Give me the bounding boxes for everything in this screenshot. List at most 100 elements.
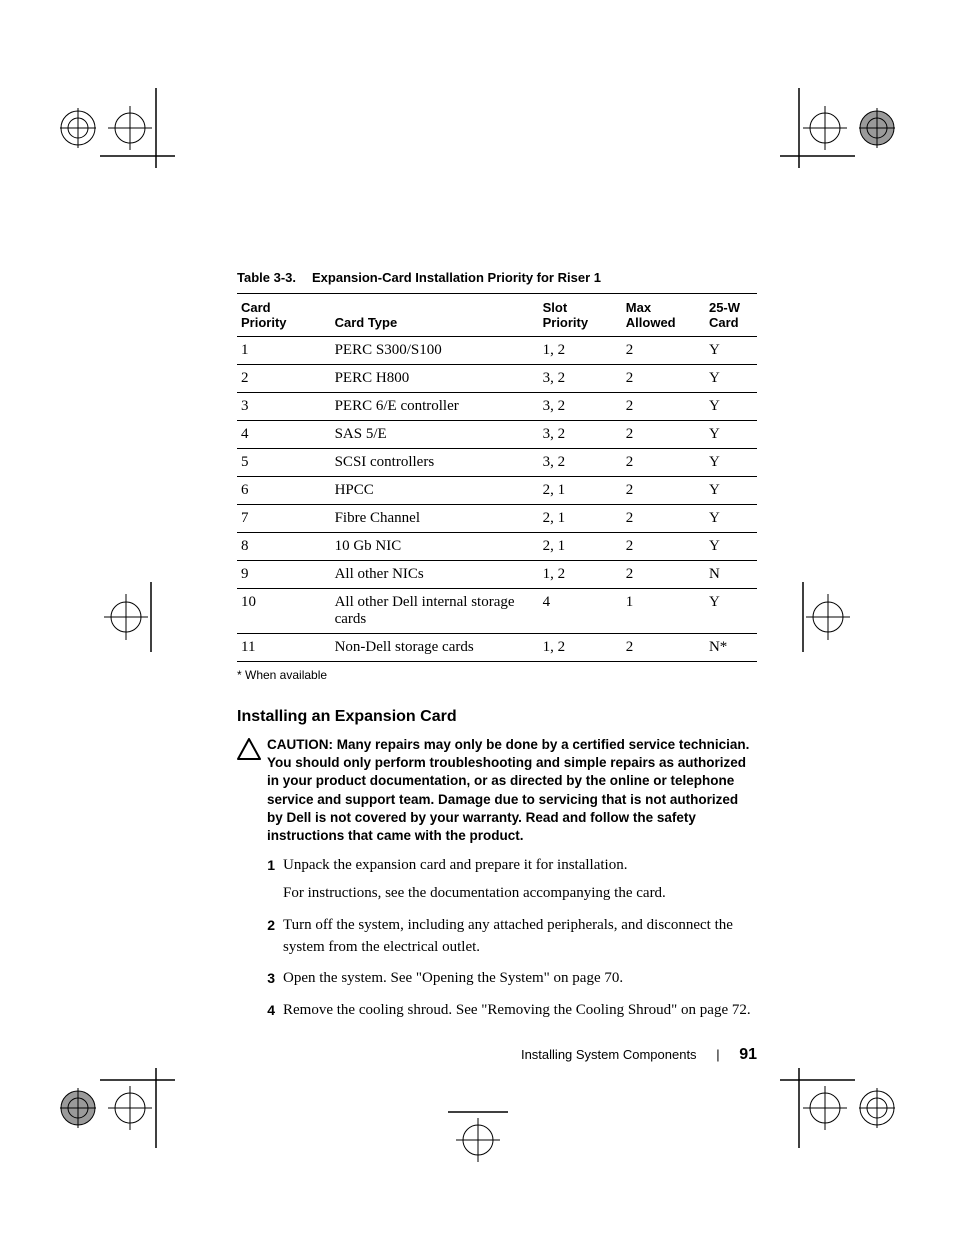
cell-card_type: PERC H800 — [331, 365, 539, 393]
table-row: 6HPCC2, 12Y — [237, 477, 757, 505]
cell-card_priority: 2 — [237, 365, 331, 393]
cell-slot_priority: 3, 2 — [539, 393, 622, 421]
cell-slot_priority: 1, 2 — [539, 561, 622, 589]
cell-card_25w: N* — [705, 634, 757, 662]
cell-slot_priority: 2, 1 — [539, 477, 622, 505]
cell-slot_priority: 4 — [539, 589, 622, 634]
table-row: 7Fibre Channel2, 12Y — [237, 505, 757, 533]
table-row: 10All other Dell internal storage cards4… — [237, 589, 757, 634]
corner-regmark-icon — [60, 88, 175, 168]
caution-icon — [237, 736, 267, 765]
steps-list: Unpack the expansion card and prepare it… — [237, 855, 757, 1022]
cell-card_type: HPCC — [331, 477, 539, 505]
cell-card_25w: Y — [705, 365, 757, 393]
bottom-regmark-icon — [448, 1106, 508, 1166]
table-row: 11Non-Dell storage cards1, 22N* — [237, 634, 757, 662]
side-regmark-icon — [798, 582, 858, 652]
cell-card_priority: 7 — [237, 505, 331, 533]
cell-card_25w: Y — [705, 449, 757, 477]
caution-block: CAUTION: Many repairs may only be done b… — [237, 736, 757, 845]
cell-card_priority: 6 — [237, 477, 331, 505]
cell-slot_priority: 1, 2 — [539, 634, 622, 662]
side-regmark-icon — [96, 582, 156, 652]
cell-max_allowed: 2 — [622, 365, 705, 393]
step-main: Remove the cooling shroud. See "Removing… — [283, 1000, 757, 1022]
step-item: Unpack the expansion card and prepare it… — [237, 855, 757, 905]
cell-card_priority: 11 — [237, 634, 331, 662]
cell-max_allowed: 2 — [622, 393, 705, 421]
cell-card_25w: Y — [705, 421, 757, 449]
cell-card_priority: 3 — [237, 393, 331, 421]
table-row: 1PERC S300/S1001, 22Y — [237, 337, 757, 365]
table-row: 810 Gb NIC2, 12Y — [237, 533, 757, 561]
footer-section-title: Installing System Components — [521, 1047, 697, 1062]
step-main: Open the system. See "Opening the System… — [283, 968, 757, 990]
cell-max_allowed: 2 — [622, 533, 705, 561]
cell-max_allowed: 2 — [622, 634, 705, 662]
cell-card_type: Non-Dell storage cards — [331, 634, 539, 662]
cell-slot_priority: 3, 2 — [539, 421, 622, 449]
footer-divider: | — [716, 1047, 719, 1062]
step-main: Turn off the system, including any attac… — [283, 915, 757, 959]
cell-card_priority: 10 — [237, 589, 331, 634]
table-footnote: * When available — [237, 668, 757, 682]
cell-card_type: All other NICs — [331, 561, 539, 589]
step-item: Open the system. See "Opening the System… — [237, 968, 757, 990]
col-header-card-priority: CardPriority — [237, 294, 331, 337]
cell-max_allowed: 2 — [622, 449, 705, 477]
cell-card_type: All other Dell internal storage cards — [331, 589, 539, 634]
cell-card_25w: Y — [705, 505, 757, 533]
cell-card_25w: Y — [705, 533, 757, 561]
caution-label: CAUTION: — [267, 737, 333, 752]
step-main: Unpack the expansion card and prepare it… — [283, 855, 757, 877]
col-header-max-allowed: MaxAllowed — [622, 294, 705, 337]
corner-regmark-icon — [780, 1068, 895, 1148]
cell-card_25w: Y — [705, 393, 757, 421]
cell-max_allowed: 1 — [622, 589, 705, 634]
cell-card_priority: 5 — [237, 449, 331, 477]
cell-card_25w: Y — [705, 589, 757, 634]
cell-slot_priority: 1, 2 — [539, 337, 622, 365]
section-heading: Installing an Expansion Card — [237, 708, 757, 726]
cell-slot_priority: 3, 2 — [539, 365, 622, 393]
cell-card_type: PERC S300/S100 — [331, 337, 539, 365]
page-content: Table 3-3.Expansion-Card Installation Pr… — [237, 270, 757, 1032]
table-caption: Table 3-3.Expansion-Card Installation Pr… — [237, 270, 757, 285]
cell-card_priority: 8 — [237, 533, 331, 561]
table-header-row: CardPriority Card Type SlotPriority MaxA… — [237, 294, 757, 337]
col-header-slot-priority: SlotPriority — [539, 294, 622, 337]
table-row: 3PERC 6/E controller3, 22Y — [237, 393, 757, 421]
col-header-25w-card: 25-WCard — [705, 294, 757, 337]
caution-text: CAUTION: Many repairs may only be done b… — [267, 736, 757, 845]
cell-card_25w: Y — [705, 477, 757, 505]
cell-max_allowed: 2 — [622, 561, 705, 589]
cell-card_priority: 4 — [237, 421, 331, 449]
cell-card_25w: N — [705, 561, 757, 589]
footer-page-number: 91 — [739, 1046, 757, 1063]
expansion-card-priority-table: CardPriority Card Type SlotPriority MaxA… — [237, 293, 757, 662]
col-header-card-type: Card Type — [331, 294, 539, 337]
page-footer: Installing System Components | 91 — [237, 1046, 757, 1064]
cell-card_priority: 9 — [237, 561, 331, 589]
cell-slot_priority: 3, 2 — [539, 449, 622, 477]
step-item: Turn off the system, including any attac… — [237, 915, 757, 959]
cell-max_allowed: 2 — [622, 421, 705, 449]
corner-regmark-icon — [60, 1068, 175, 1148]
cell-slot_priority: 2, 1 — [539, 505, 622, 533]
caution-body: Many repairs may only be done by a certi… — [267, 737, 749, 843]
cell-card_type: Fibre Channel — [331, 505, 539, 533]
cell-card_type: 10 Gb NIC — [331, 533, 539, 561]
cell-max_allowed: 2 — [622, 477, 705, 505]
cell-card_25w: Y — [705, 337, 757, 365]
table-row: 9All other NICs1, 22N — [237, 561, 757, 589]
corner-regmark-icon — [780, 88, 895, 168]
step-item: Remove the cooling shroud. See "Removing… — [237, 1000, 757, 1022]
table-row: 2PERC H8003, 22Y — [237, 365, 757, 393]
cell-card_type: SCSI controllers — [331, 449, 539, 477]
step-sub: For instructions, see the documentation … — [283, 883, 757, 905]
cell-card_type: SAS 5/E — [331, 421, 539, 449]
table-caption-number: Table 3-3. — [237, 270, 296, 285]
cell-max_allowed: 2 — [622, 505, 705, 533]
table-row: 4SAS 5/E3, 22Y — [237, 421, 757, 449]
table-row: 5SCSI controllers3, 22Y — [237, 449, 757, 477]
